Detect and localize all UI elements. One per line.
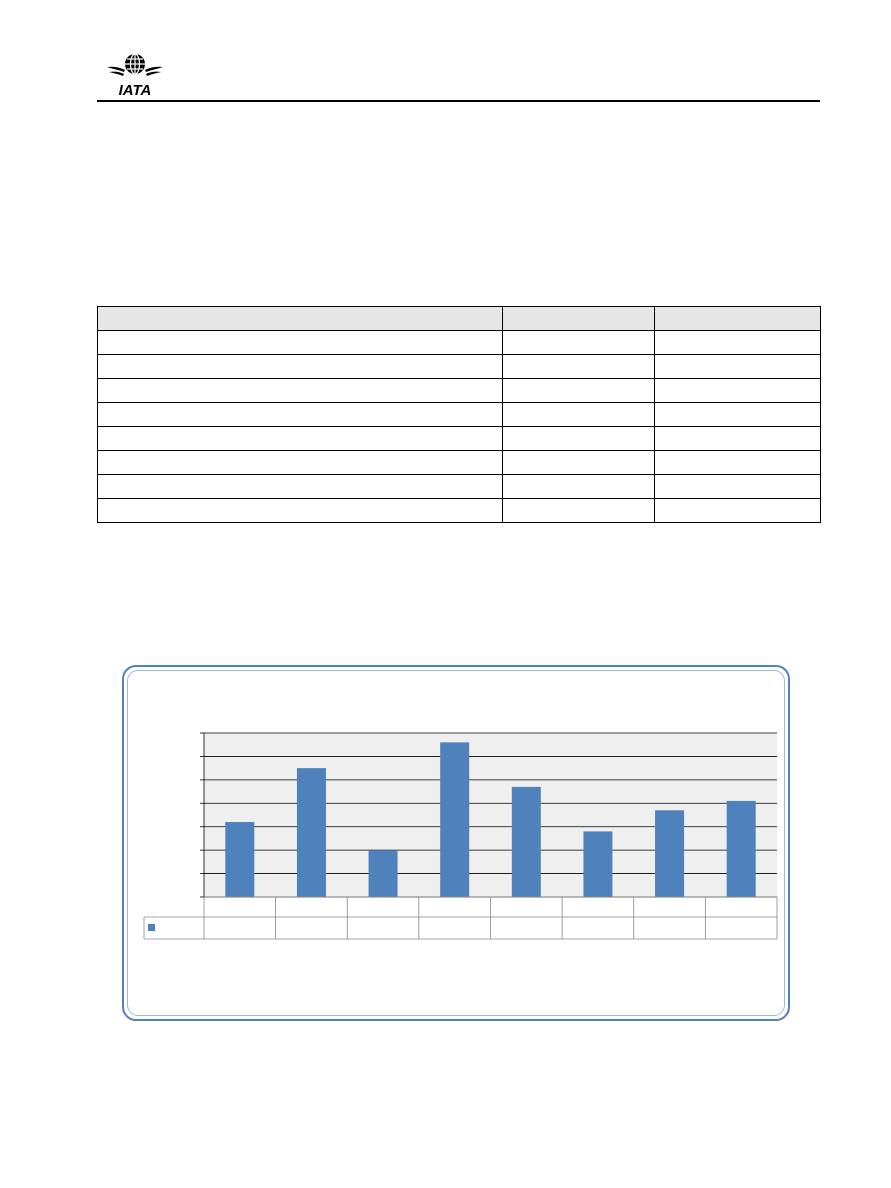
table-row [97, 498, 821, 523]
table-row [97, 330, 821, 355]
table-cell [654, 306, 821, 331]
chart-frame [122, 665, 790, 1021]
globe-icon [125, 53, 145, 75]
table-cell [654, 378, 821, 403]
table-cell [654, 330, 821, 355]
table-row [97, 402, 821, 427]
table-cell [502, 354, 655, 379]
bar [655, 810, 685, 897]
table-cell [97, 330, 503, 355]
page-header: IATA [97, 44, 820, 102]
table-cell [97, 402, 503, 427]
bar [726, 800, 756, 897]
table-cell [654, 426, 821, 451]
wings-icon [107, 66, 163, 76]
data-table [97, 306, 821, 523]
bar [368, 850, 398, 897]
header-rule [97, 100, 820, 102]
table-cell [97, 498, 503, 523]
table-cell [97, 426, 503, 451]
bar [511, 786, 541, 897]
table-cell [97, 306, 503, 331]
table-cell [502, 426, 655, 451]
iata-logo: IATA [107, 53, 163, 99]
table-cell [654, 498, 821, 523]
table-header-row [97, 306, 821, 331]
table-cell [97, 450, 503, 475]
table-cell [502, 498, 655, 523]
table-row [97, 426, 821, 451]
table-cell [654, 402, 821, 427]
bar [225, 822, 255, 897]
legend-marker [148, 924, 155, 931]
bar [583, 831, 613, 897]
plot-area [204, 733, 777, 897]
table-cell [654, 474, 821, 499]
bar [296, 768, 326, 897]
table-cell [502, 306, 655, 331]
bar [440, 742, 470, 897]
logo-text: IATA [119, 82, 152, 99]
